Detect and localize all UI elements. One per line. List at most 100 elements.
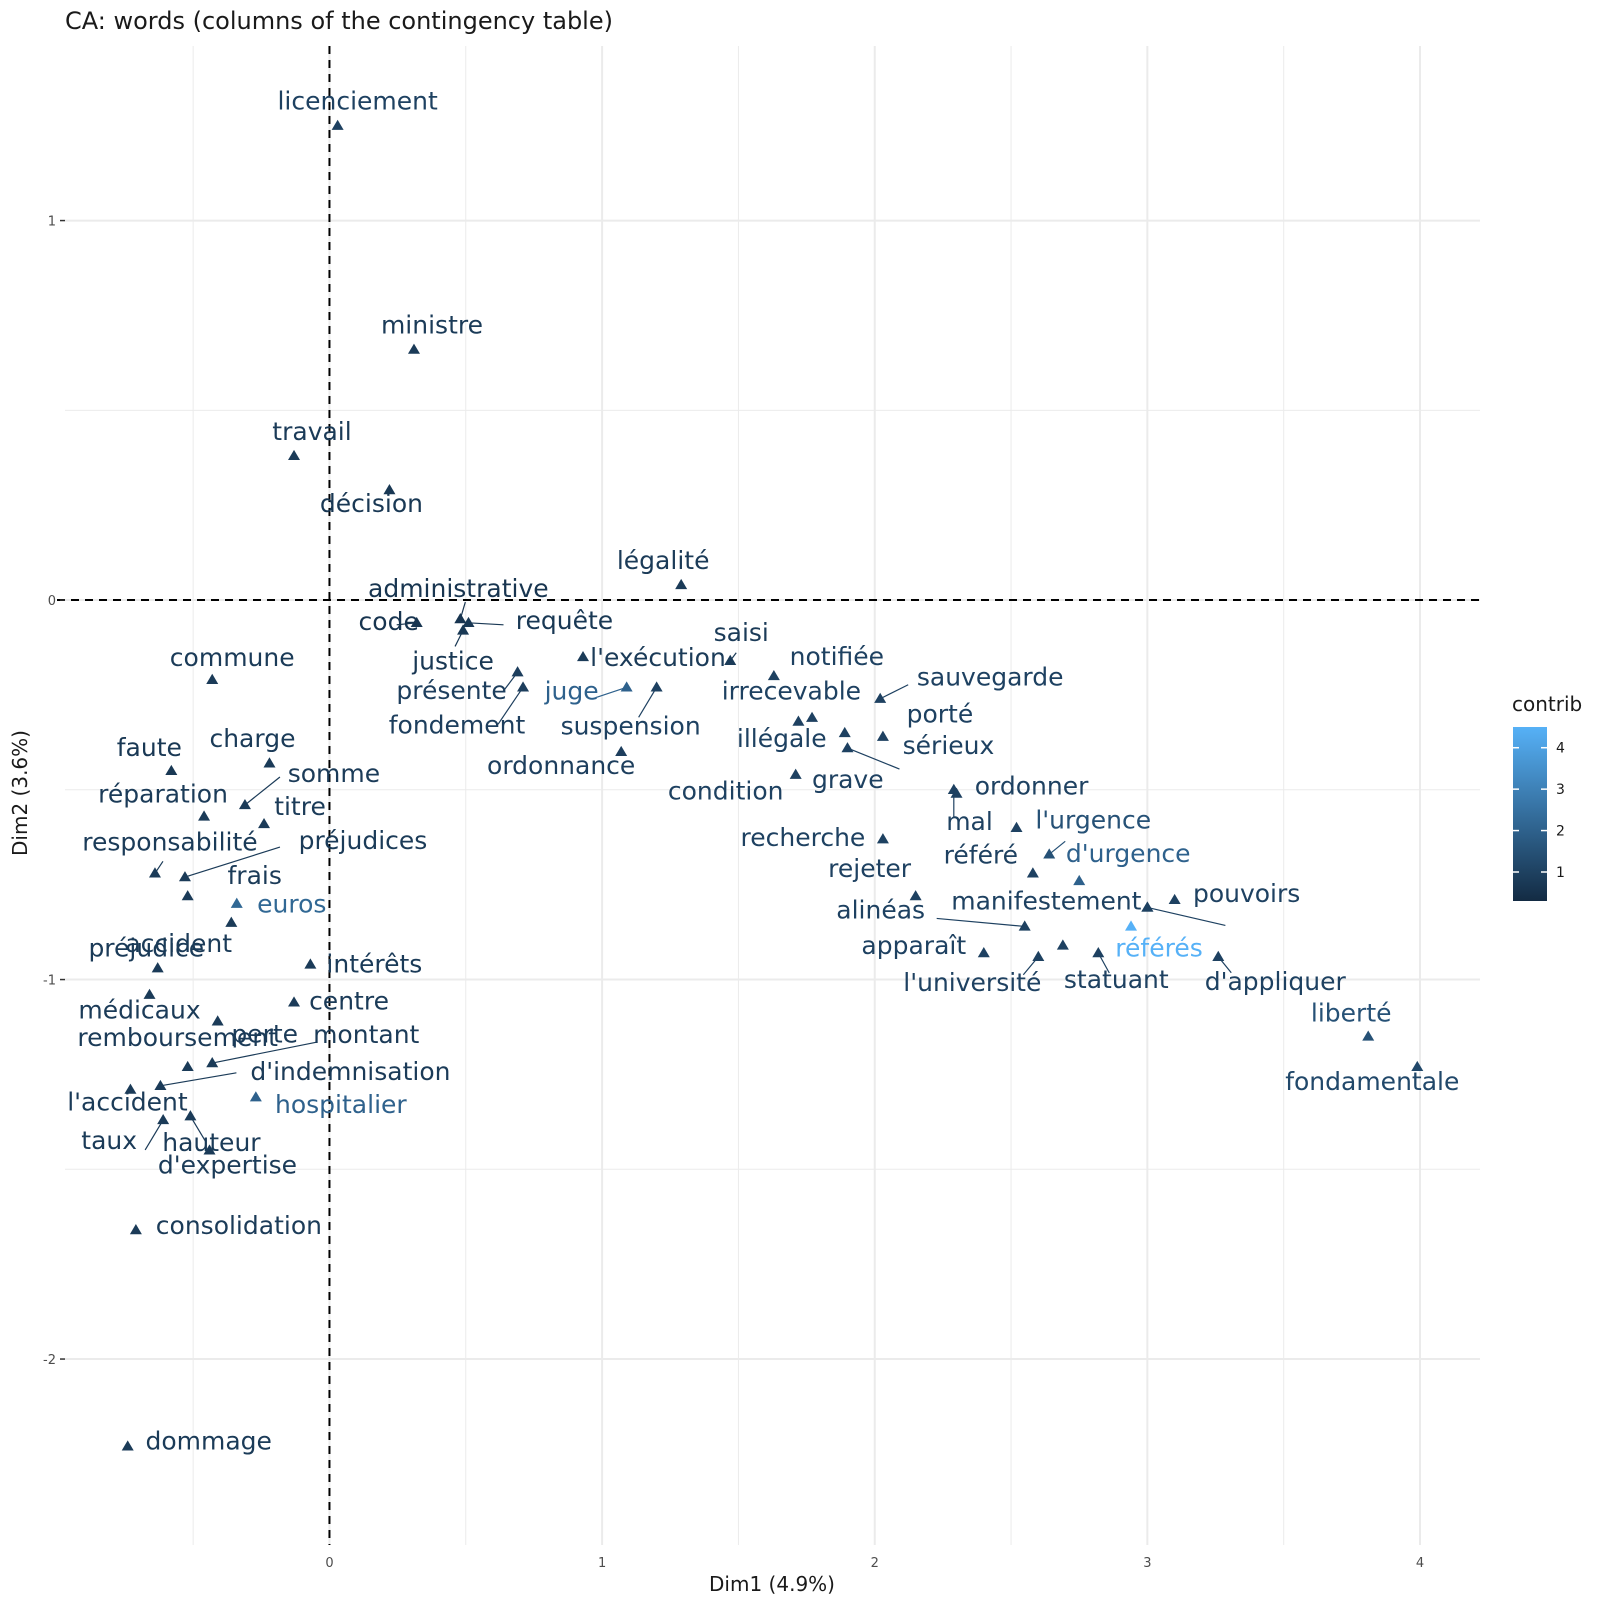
point-label: référés xyxy=(1115,933,1202,962)
label-leader-line xyxy=(189,1115,206,1142)
point-label: perte xyxy=(231,1019,298,1048)
point-marker xyxy=(577,650,590,662)
point-label: pouvoirs xyxy=(1193,879,1300,908)
point-label: d'indemnisation xyxy=(250,1057,450,1086)
label-leader-line xyxy=(396,622,417,626)
point-marker xyxy=(203,1144,216,1155)
point-marker xyxy=(331,119,344,130)
point-marker xyxy=(615,745,628,757)
point-marker xyxy=(1032,950,1045,961)
point-marker xyxy=(876,730,889,741)
y-tick-label: -1 xyxy=(43,974,56,989)
point-marker xyxy=(462,616,475,628)
point-label: travail xyxy=(272,417,351,446)
point-label: titre xyxy=(274,792,326,821)
label-leader-line xyxy=(144,1119,164,1151)
legend-title: contrib xyxy=(1512,692,1582,716)
point-label: dommage xyxy=(145,1426,271,1455)
y-axis-title: Dim2 (3.6%) xyxy=(8,730,32,856)
legend-colorbar xyxy=(1513,727,1547,901)
point-marker xyxy=(1125,920,1138,931)
point-marker xyxy=(288,449,301,461)
y-tick-label: 1 xyxy=(48,215,56,230)
point-marks xyxy=(121,119,1424,1451)
point-marker xyxy=(767,669,780,681)
point-marker xyxy=(238,798,251,810)
point-label: rejeter xyxy=(828,854,912,883)
point-marker xyxy=(517,681,530,692)
point-label: frais xyxy=(228,861,282,890)
point-label: taux xyxy=(81,1126,137,1155)
point-label: notifiée xyxy=(790,642,884,671)
point-marker xyxy=(143,988,156,999)
point-label: responsabilité xyxy=(82,827,257,856)
point-marker xyxy=(457,624,470,635)
point-label: ministre xyxy=(381,311,483,340)
point-marker xyxy=(806,711,819,722)
point-marker xyxy=(154,1079,167,1091)
label-leader-line xyxy=(459,601,466,620)
point-marker xyxy=(1026,867,1039,878)
point-marker xyxy=(249,1091,262,1102)
point-label: porté xyxy=(907,700,974,729)
point-label: l'exécution xyxy=(590,643,726,672)
point-marker xyxy=(206,1057,219,1068)
label-leader-line xyxy=(1048,840,1066,855)
label-leader-line xyxy=(184,846,281,878)
point-label: licenciement xyxy=(277,87,438,116)
point-label: centre xyxy=(309,986,389,1015)
point-label: illégale xyxy=(737,724,827,753)
chart-title: CA: words (columns of the contingency ta… xyxy=(65,7,613,35)
point-label: l'urgence xyxy=(1035,805,1151,834)
x-axis-title: Dim1 (4.9%) xyxy=(709,1572,835,1596)
label-leader-line xyxy=(729,652,737,662)
point-label: grave xyxy=(812,765,884,794)
point-label: hospitalier xyxy=(275,1090,407,1119)
y-tick-label: -2 xyxy=(43,1353,56,1368)
point-labels: licenciement ministre travail décision légal… xyxy=(67,87,1459,1456)
point-label: référé xyxy=(944,840,1018,869)
point-marker xyxy=(157,1113,170,1125)
point-marker xyxy=(620,681,633,692)
point-marker xyxy=(225,916,238,927)
point-marker xyxy=(263,757,276,768)
point-marker xyxy=(650,681,663,692)
point-label: ordonnance xyxy=(487,751,635,780)
label-leader-line xyxy=(638,687,658,718)
label-leader-line xyxy=(502,671,519,693)
point-label: sérieux xyxy=(903,731,995,760)
label-leader-line xyxy=(936,917,1025,928)
point-label: consolidation xyxy=(156,1211,322,1240)
point-marker xyxy=(1092,946,1105,958)
label-leader-line xyxy=(497,687,524,725)
point-marker xyxy=(838,726,851,738)
point-label: irrecevable xyxy=(722,676,861,705)
x-tick-label: 1 xyxy=(598,1556,606,1571)
point-label: sauvegarde xyxy=(917,663,1064,692)
point-marker xyxy=(206,673,219,684)
point-marker xyxy=(211,1015,224,1026)
point-marker xyxy=(977,946,990,958)
point-marker xyxy=(129,1224,142,1235)
point-marker xyxy=(165,764,178,776)
point-label: saisi xyxy=(714,618,769,647)
point-marker xyxy=(511,666,524,677)
point-label: commune xyxy=(170,643,295,672)
point-marker xyxy=(181,890,194,901)
legend-tick-label: 3 xyxy=(1556,782,1565,798)
legend-tick-label: 1 xyxy=(1556,865,1565,881)
point-label: recherche xyxy=(741,823,866,852)
contrib-legend: contrib 1 2 3 4 xyxy=(1512,692,1582,901)
point-label: fondamentale xyxy=(1285,1067,1459,1096)
point-marker xyxy=(410,616,423,628)
point-marker xyxy=(1362,1030,1375,1041)
point-label: apparaît xyxy=(861,931,966,960)
point-label: intérêts xyxy=(326,949,422,978)
point-marker xyxy=(789,768,802,779)
point-label: condition xyxy=(668,777,784,806)
point-label: manifestement xyxy=(951,886,1141,915)
point-label: remboursement xyxy=(77,1023,278,1052)
point-marker xyxy=(258,817,271,829)
axes: 0 1 2 3 4 -2 -1 0 1 xyxy=(43,46,1480,1571)
